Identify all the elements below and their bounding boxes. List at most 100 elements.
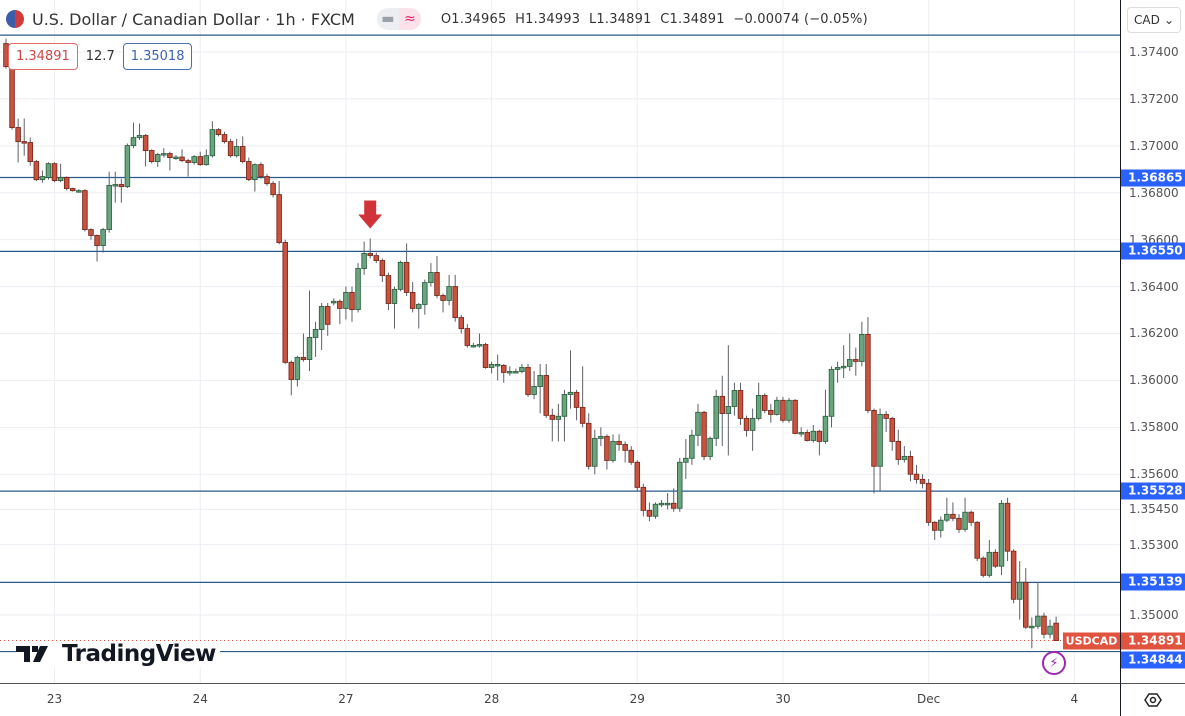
candle-up [173,155,179,160]
tradingview-logo[interactable]: TradingView [16,641,220,667]
candle-body [555,415,562,420]
candle-down [94,234,100,262]
candle-up [1016,561,1023,620]
candle-body [161,153,167,156]
candle-body [683,457,689,463]
candle-up [561,389,568,442]
candle-body [173,156,179,160]
candle-body [452,286,458,318]
candle-body [677,461,683,509]
candle-down [440,293,446,313]
candle-body [148,150,155,162]
candle-up [476,333,483,348]
candle-up [998,500,1005,576]
symbol-price-label: USDCAD [1063,632,1120,650]
candle-down [349,286,355,322]
candle-body [21,141,27,144]
candle-body [998,502,1005,567]
candle-down [743,415,750,437]
candle-down [792,399,798,435]
candle-up [677,457,683,512]
indicator-toggle[interactable]: ▬ ≈ [376,8,421,30]
candle-body [871,409,877,467]
candle-body [203,155,210,166]
candle-down [634,460,641,491]
candle-up [962,497,968,532]
price-tick-label: 1.36400 [1129,279,1179,294]
price-chart[interactable] [0,0,1120,683]
candle-body [628,449,634,463]
sell-button[interactable]: 1.34891 [8,43,78,70]
candle-down [670,488,677,512]
time-tick-label: 23 [46,692,63,706]
candle-body [15,127,21,143]
candle-up [355,263,361,313]
candle-down [1004,497,1011,562]
candle-down [82,189,88,232]
candle-body [774,399,780,415]
high-label: H [515,11,526,27]
price-tick-label: 1.37400 [1129,45,1179,59]
candle-body [543,375,549,416]
candle-down [889,416,895,451]
candle-down [373,252,380,264]
candle-body [239,146,246,162]
candle-up [707,436,713,461]
candle-down [762,393,768,414]
candle-up [725,345,732,456]
candle-body [956,517,962,530]
candle-down [628,446,634,465]
chart-settings-button[interactable] [1120,683,1185,716]
candle-body [458,317,465,330]
candle-body [561,394,568,417]
candle-down [622,441,628,463]
candle-up [652,502,659,519]
candle-down [992,549,999,569]
candle-down [1010,549,1017,604]
currency-select[interactable]: CAD ⌄ [1127,7,1181,33]
buy-button[interactable]: 1.35018 [122,43,193,70]
candle-down [573,389,580,421]
minus-icon[interactable]: ▬ [376,8,399,30]
candle-body [895,440,902,460]
time-axis[interactable]: 23 24 27 28 29 30 Dec 4 [0,683,1120,716]
candle-down [549,408,556,442]
candle-down [968,510,974,526]
candle-down [579,366,586,428]
candle-body [931,521,938,531]
lightning-icon[interactable]: ⚡ [1042,651,1066,675]
candle-body [792,399,798,434]
time-tick-label: 30 [775,692,791,706]
symbol-title[interactable]: U.S. Dollar / Canadian Dollar · 1h · FXC… [32,9,355,29]
candle-up [555,403,562,442]
candle-up [859,321,865,367]
candle-body [33,161,40,181]
candle-down [246,157,252,182]
candle-down [464,324,471,348]
candle-body [695,411,701,436]
candle-up [422,279,428,315]
candle-body [130,137,137,147]
tradingview-logo-icon [16,646,48,662]
candle-body [318,306,325,330]
candle-body [221,134,228,143]
candle-body [519,367,525,372]
candle-body [124,145,131,188]
candle-body [567,391,574,395]
price-tick-label: 1.36800 [1129,185,1179,200]
candle-down [980,556,987,578]
candle-body [1053,622,1059,642]
candle-body [276,194,282,243]
low-value: 1.34891 [596,11,652,27]
price-axis[interactable]: CAD ⌄ 1.37400 1.37200 1.37000 1.36800 1.3660… [1120,0,1185,683]
candle-body [209,129,216,157]
candle-down [1053,616,1059,642]
candle-up [846,333,853,372]
candle-up [154,152,161,167]
candle-up [494,354,501,381]
candle-body [422,282,428,305]
candle-down [324,303,331,336]
candle-down [282,239,288,364]
approx-wave-icon[interactable]: ≈ [398,8,421,30]
candle-body [853,359,859,362]
